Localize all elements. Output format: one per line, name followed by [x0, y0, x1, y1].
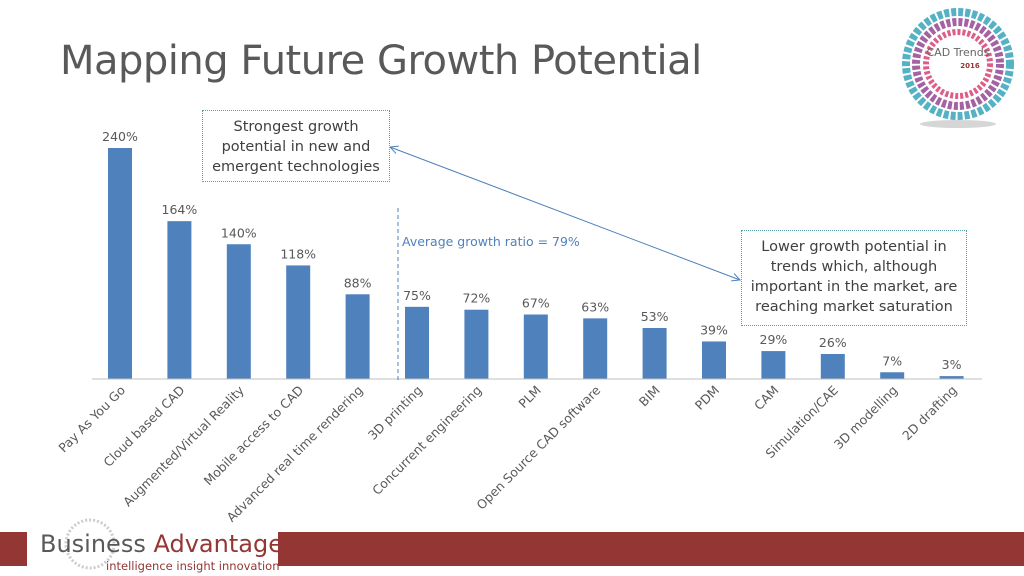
brand-name: Business [40, 530, 146, 558]
data-label: 29% [760, 332, 788, 347]
category-label: Concurrent engineering [369, 383, 484, 498]
callout-line: trends which, although [770, 259, 938, 275]
bar [286, 265, 311, 379]
category-label: Open Source CAD software [473, 382, 603, 512]
bar [820, 353, 845, 379]
data-label: 72% [463, 291, 491, 306]
bar [523, 314, 548, 379]
bar [761, 351, 786, 379]
data-label: 53% [641, 309, 669, 324]
category-label: 2D drafting [899, 383, 960, 444]
data-label: 88% [344, 275, 372, 290]
category-label: 3D printing [365, 383, 425, 443]
bar [167, 221, 192, 379]
business-advantage-logo: Business Advantage [40, 530, 283, 558]
cad-trends-logo: CAD Trends 2016 [902, 8, 1014, 128]
data-label: 26% [819, 335, 847, 350]
callout-line: Lower growth potential in [761, 239, 947, 255]
svg-text:2016: 2016 [960, 62, 980, 70]
globe-icon [64, 518, 116, 570]
brand-name-accent: Advantage [153, 530, 283, 558]
footer-bar-left [0, 532, 27, 566]
footer-bar-right [278, 532, 1024, 566]
callout-line: emergent technologies [212, 159, 380, 175]
data-label: 75% [403, 288, 431, 303]
bar [405, 306, 429, 379]
bar [108, 148, 132, 379]
data-label: 63% [581, 299, 609, 314]
bar [583, 318, 608, 379]
strong-growth-callout: Strongest growth potential in new and em… [202, 110, 390, 182]
lower-growth-callout: Lower growth potential in trends which, … [741, 230, 967, 326]
data-label: 164% [162, 202, 198, 217]
bar [345, 294, 370, 379]
data-label: 67% [522, 296, 550, 311]
page-title: Mapping Future Growth Potential [60, 38, 702, 84]
bar [642, 327, 667, 379]
category-label: PLM [515, 383, 543, 411]
brand-tagline: intelligence insight innovation [106, 559, 280, 573]
callout-line: important in the market, are [750, 279, 958, 295]
data-label: 140% [221, 225, 257, 240]
data-label: 39% [700, 322, 728, 337]
data-label: 7% [882, 353, 902, 368]
annotation-arrow [390, 147, 740, 280]
data-label: 240% [102, 129, 138, 144]
average-label: Average growth ratio = 79% [402, 234, 580, 249]
category-label: Augmented/Virtual Reality [120, 382, 247, 509]
svg-text:CAD Trends: CAD Trends [926, 46, 989, 59]
callout-line: potential in new and [221, 139, 371, 155]
category-label: BIM [636, 383, 663, 410]
data-label: 3% [942, 357, 962, 372]
data-label: 118% [280, 246, 316, 261]
callout-line: Strongest growth [233, 119, 359, 135]
category-label: 3D modelling [831, 383, 900, 452]
category-label: CAM [751, 383, 781, 413]
bar [226, 244, 251, 379]
category-label: PDM [692, 383, 722, 413]
bar [939, 376, 964, 379]
bar [464, 309, 489, 379]
bar [880, 372, 905, 379]
category-label: Mobile access to CAD [201, 383, 307, 489]
bar [702, 341, 726, 379]
callout-line: reaching market saturation [755, 299, 953, 315]
